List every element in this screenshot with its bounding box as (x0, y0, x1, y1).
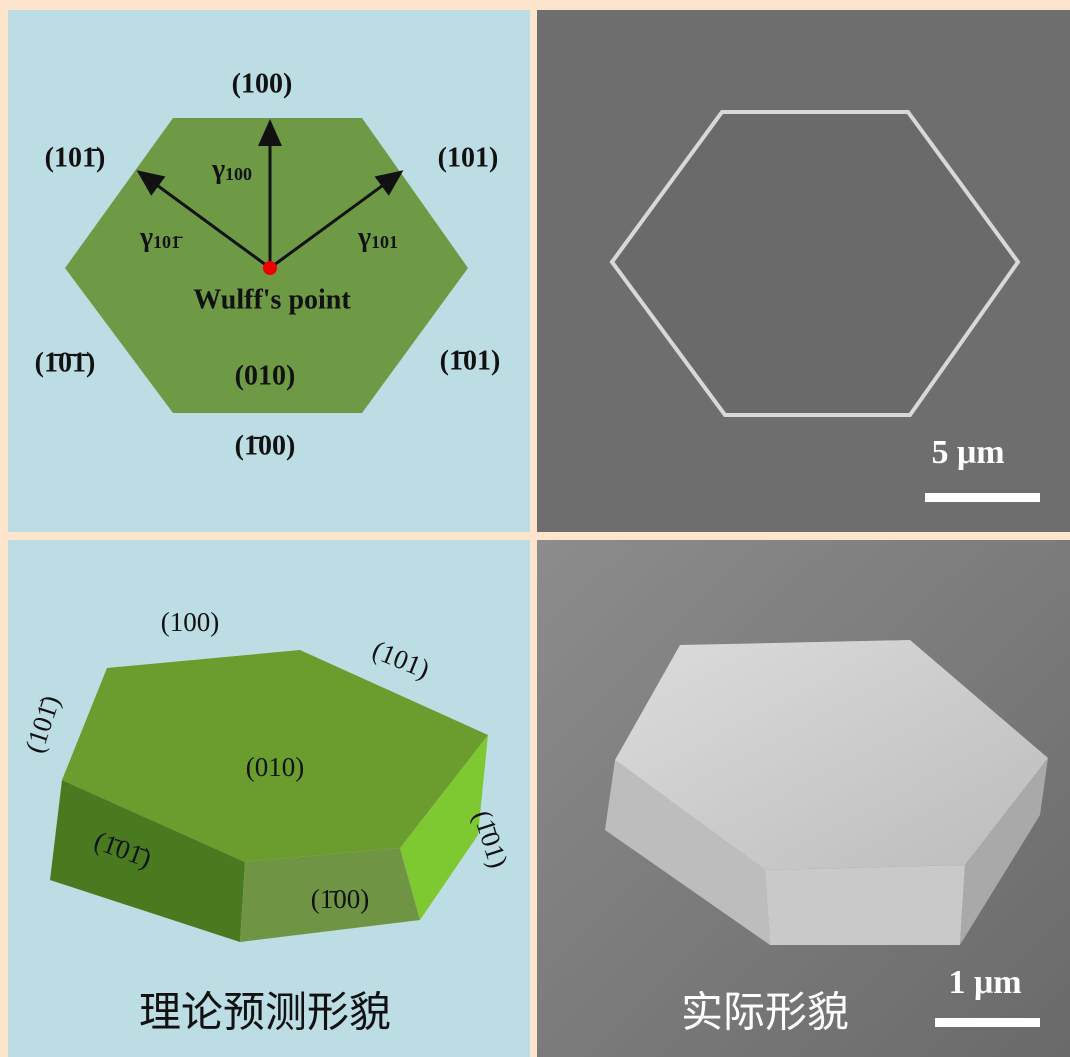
arrows (136, 119, 404, 270)
sem-hexagon (609, 110, 1021, 417)
wulff-point (263, 261, 277, 275)
scale-label: 1 μm (948, 964, 1021, 1001)
label: (100) (161, 607, 219, 637)
scale-bar (935, 1018, 1040, 1027)
label: (1̄01) (440, 345, 501, 376)
label: (010) (235, 360, 296, 391)
gamma: γ100 (211, 154, 252, 185)
label: (100) (232, 68, 293, 99)
point-label: Wulff's point (193, 284, 351, 315)
label: (010) (246, 752, 304, 782)
scale-label: 5 μm (931, 434, 1004, 471)
scale-bar (925, 493, 1040, 502)
sem-prism (605, 640, 1048, 945)
label: (1̄0̄1̄) (35, 347, 96, 378)
gamma: γ101̄ (139, 222, 183, 253)
gamma: γ101 (357, 222, 398, 253)
label: (1̄00) (235, 430, 296, 461)
label: (101̄) (45, 142, 106, 173)
label: (101) (438, 142, 499, 173)
caption: 实际形貌 (681, 988, 849, 1037)
caption: 理论预测形貌 (139, 988, 391, 1037)
prism (50, 650, 488, 942)
label: (1̄00) (311, 884, 369, 914)
wulff-labels: (100) (101̄) (101) (1̄0̄1̄) (010) (1̄01)… (35, 68, 501, 461)
